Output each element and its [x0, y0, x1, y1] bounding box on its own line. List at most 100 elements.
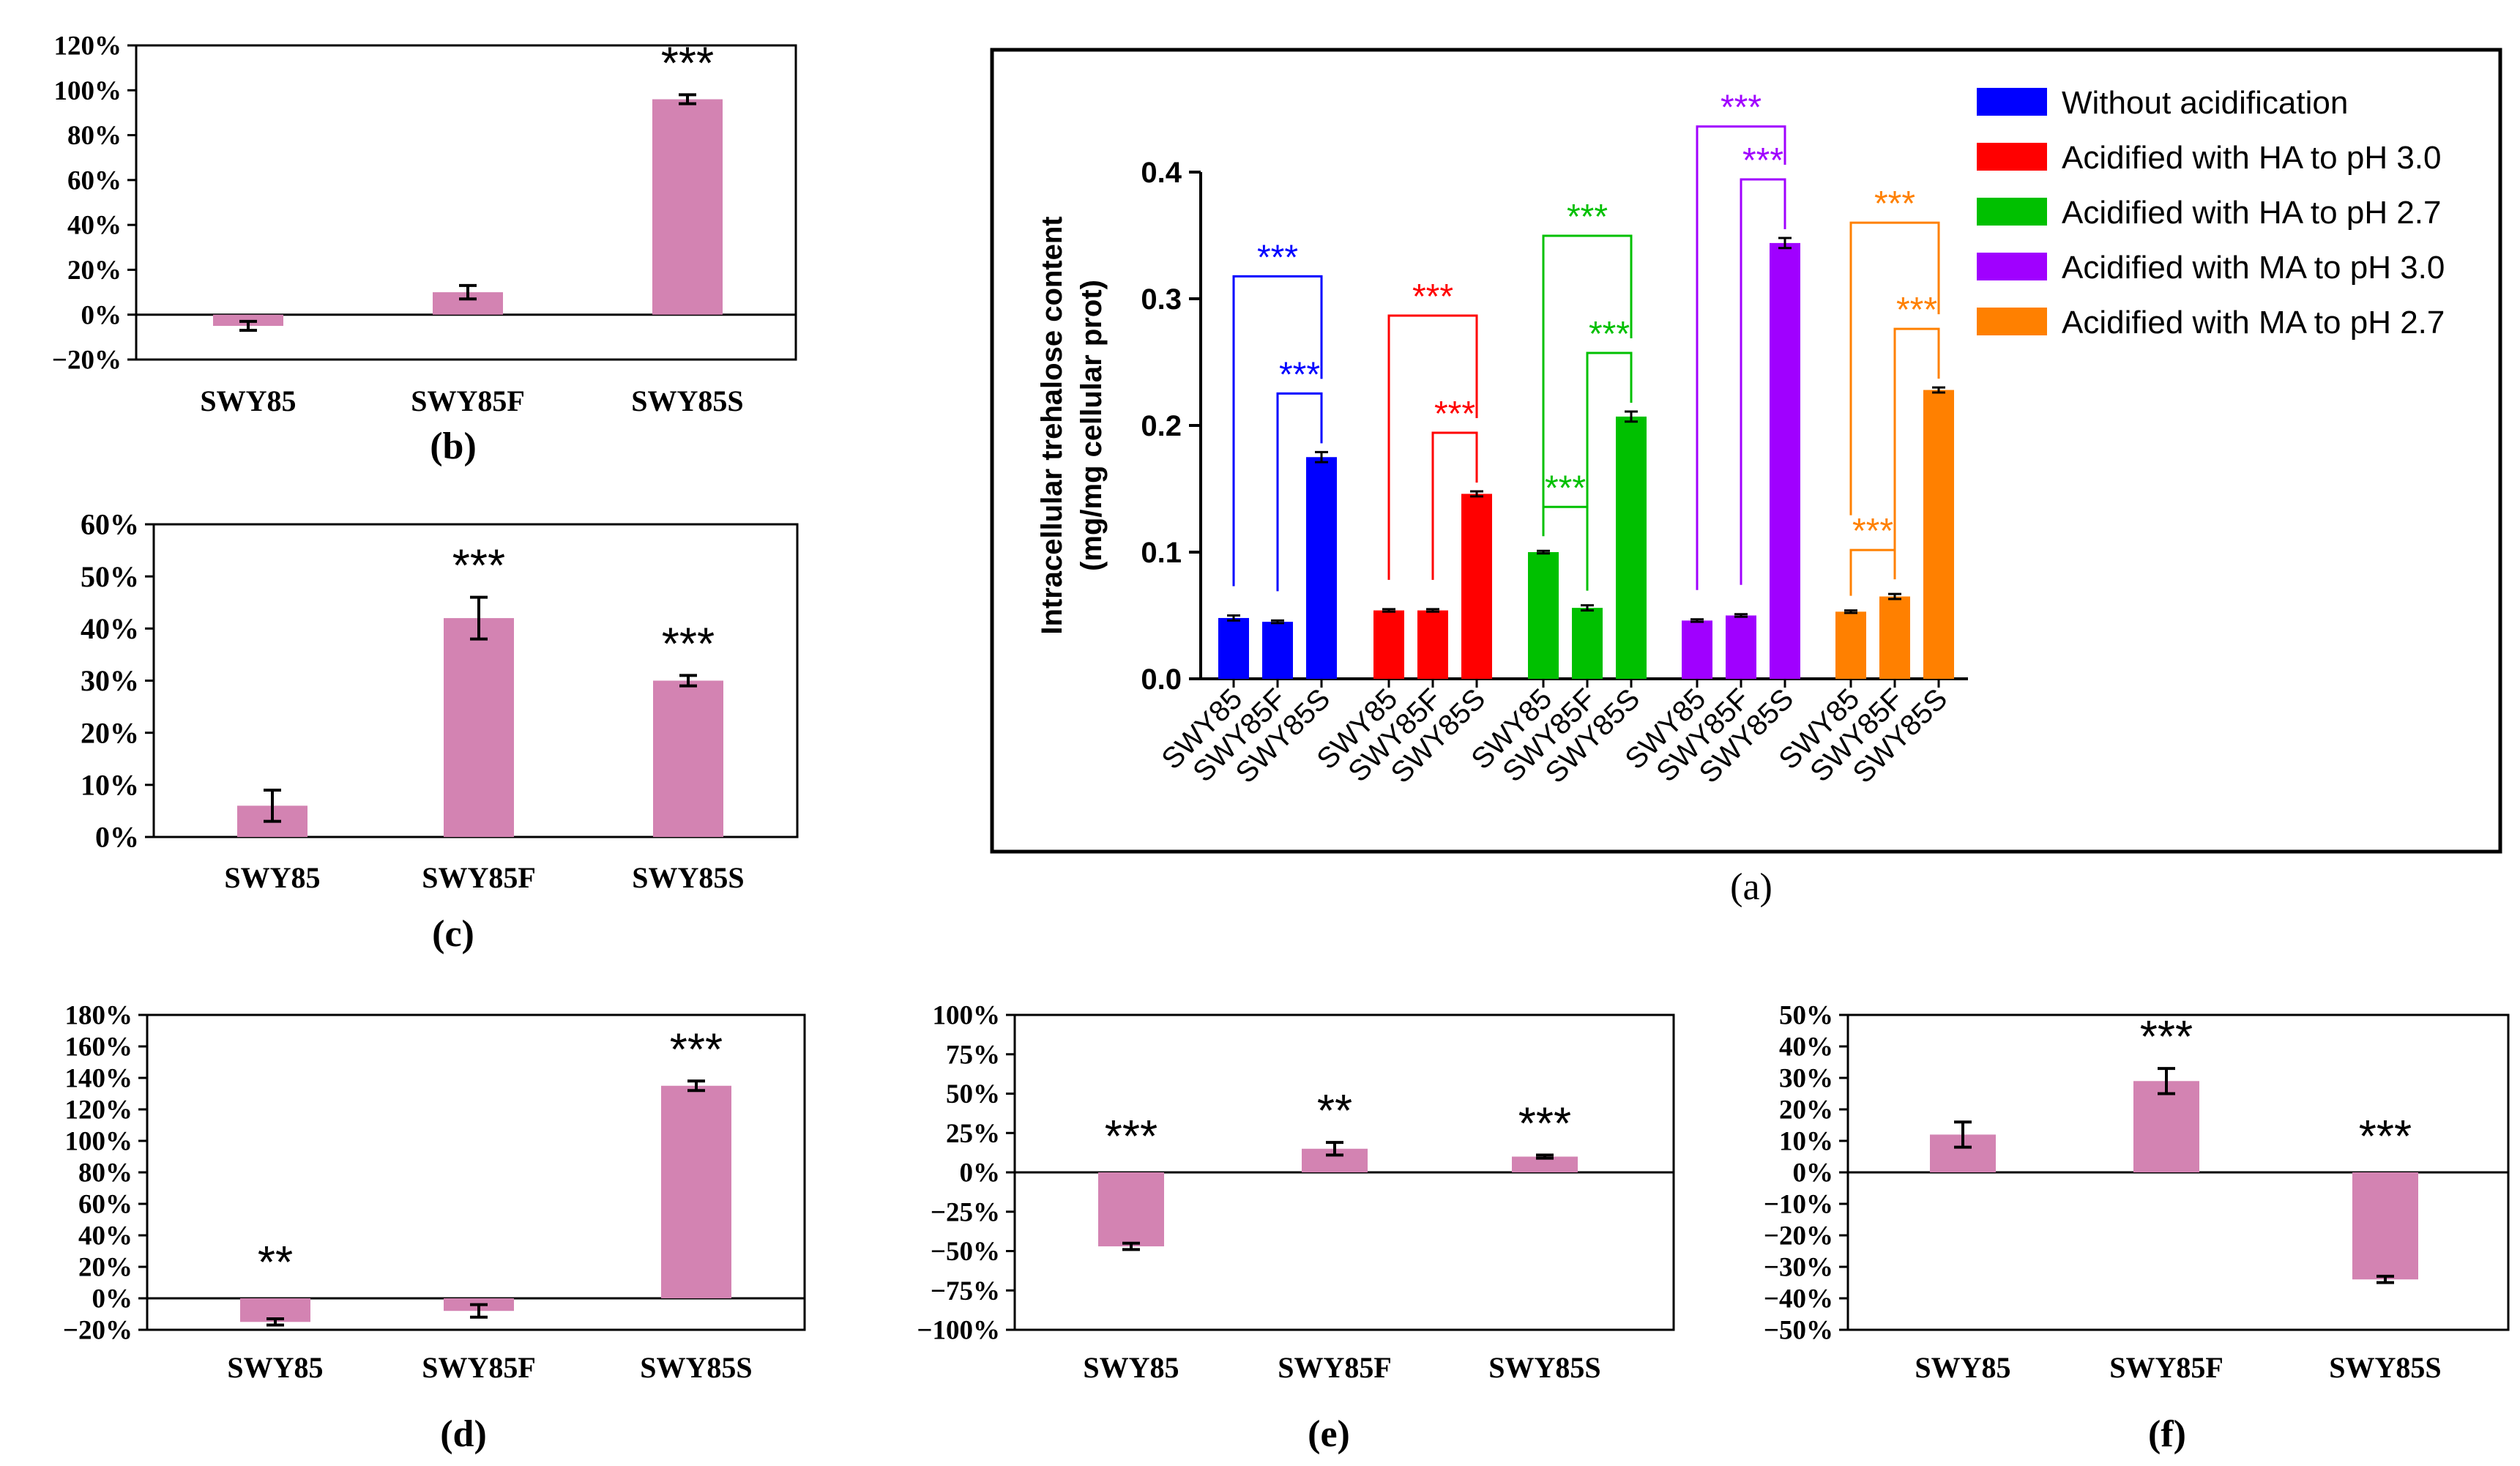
y-tick-label: 40%	[78, 1221, 133, 1251]
significance-label: ***	[2359, 1112, 2412, 1162]
y-tick-label: 100%	[933, 1001, 1001, 1031]
y-tick-label: 0%	[81, 300, 122, 330]
y-tick-label: 30%	[1779, 1064, 1833, 1094]
category-label: SWY85	[1915, 1351, 2010, 1384]
y-tick-label: 0.4	[1141, 157, 1182, 189]
bar	[653, 680, 723, 837]
significance-label: ***	[1545, 469, 1586, 507]
panel-f: −50%−40%−30%−20%−10%0%10%20%30%40%50% SWY…	[1764, 1001, 2510, 1384]
bar	[1461, 494, 1492, 679]
legend-label: Acidified with HA to pH 3.0	[2062, 140, 2441, 176]
y-tick-label: 25%	[946, 1119, 1000, 1149]
y-tick-label: 30%	[81, 664, 139, 697]
significance-bracket	[1849, 221, 1940, 516]
category-label: SWY85S	[632, 861, 744, 894]
y-tick-label: 0%	[960, 1158, 1001, 1188]
legend-swatch	[1977, 88, 2047, 116]
bar	[661, 1085, 731, 1298]
category-label: SWY85	[1083, 1351, 1179, 1384]
y-tick-label: −50%	[1764, 1316, 1833, 1346]
y-tick-label: −10%	[1764, 1190, 1833, 1220]
significance-label: ***	[661, 38, 714, 89]
category-label: SWY85F	[1278, 1351, 1392, 1384]
y-tick-label: 120%	[65, 1095, 133, 1125]
y-tick-label: 60%	[81, 508, 139, 541]
y-tick-label: 60%	[78, 1190, 133, 1220]
significance-label: ***	[662, 619, 715, 669]
category-label: SWY85F	[2109, 1351, 2223, 1384]
y-tick-label: 0%	[1793, 1158, 1834, 1188]
significance-bracket	[1893, 327, 1940, 565]
significance-label: ***	[1721, 89, 1762, 127]
y-tick-label: −75%	[931, 1276, 1000, 1306]
category-label: SWY85F	[422, 861, 536, 894]
y-tick-label: 160%	[65, 1032, 133, 1063]
y-tick-label: 20%	[67, 256, 122, 286]
legend-label: Acidified with MA to pH 3.0	[2062, 250, 2445, 286]
y-tick-label: 10%	[81, 768, 139, 801]
bar	[1616, 416, 1647, 679]
y-tick-label: 40%	[67, 211, 122, 241]
significance-label: ***	[452, 541, 505, 592]
y-tick-label: 0.3	[1141, 283, 1182, 316]
bar	[1306, 457, 1337, 679]
y-tick-label: 180%	[65, 1001, 133, 1031]
significance-label: ***	[1589, 315, 1630, 354]
significance-label: ***	[1742, 141, 1783, 180]
y-tick-label: −50%	[931, 1237, 1000, 1267]
significance-label: ***	[1105, 1112, 1158, 1162]
y-axis-label-line: Intracellular trehalose content	[1036, 216, 1068, 634]
significance-label: ***	[1412, 278, 1453, 316]
bar	[1879, 596, 1910, 679]
panel-c: 0% 10% 20% 30% 40% 50% 60% SWY85 *** SWY85F *** SWY…	[81, 508, 799, 894]
y-tick-label: −20%	[63, 1316, 133, 1346]
y-tick-label: 100%	[54, 76, 122, 106]
category-label: SWY85F	[411, 384, 525, 417]
y-tick-label: 0.0	[1141, 663, 1182, 696]
y-axis-label: Intracellular trehalose content (mg/mg ce…	[1036, 216, 1108, 634]
y-tick-label: −20%	[1764, 1221, 1833, 1251]
y-tick-label: 0.2	[1141, 410, 1182, 442]
caption-b: (b)	[430, 425, 477, 467]
significance-label: **	[1317, 1086, 1352, 1136]
caption-f: (f)	[2148, 1413, 2186, 1455]
category-label: SWY85	[224, 861, 320, 894]
y-tick-label: −40%	[1764, 1284, 1833, 1314]
bar	[652, 99, 723, 315]
y-tick-label: 50%	[1779, 1001, 1833, 1031]
bar	[2133, 1081, 2199, 1172]
y-tick-label: −20%	[52, 346, 122, 376]
y-tick-label: 75%	[946, 1040, 1000, 1070]
bar	[1572, 608, 1603, 679]
y-tick-label: 120%	[54, 31, 122, 62]
y-tick-label: 140%	[65, 1064, 133, 1094]
bar	[1512, 1156, 1578, 1172]
y-tick-label: 50%	[946, 1079, 1000, 1109]
significance-label: ***	[1874, 185, 1915, 223]
y-tick-label: 100%	[65, 1127, 133, 1157]
panel-b: −20% 0% 20% 40% 60% 80% 100% 120% SWY85 SWY85F ***…	[52, 31, 797, 417]
y-tick-label: 40%	[81, 612, 139, 645]
y-tick-label: −30%	[1764, 1253, 1833, 1283]
legend-swatch	[1977, 143, 2047, 171]
caption-a: (a)	[1730, 866, 1772, 908]
category-label: SWY85	[200, 384, 296, 417]
legend-label: Without acidification	[2062, 85, 2348, 121]
significance-label: ***	[1567, 198, 1608, 237]
bar	[1417, 610, 1448, 679]
y-tick-label: 20%	[78, 1253, 133, 1283]
panel-d: −20%0%20%40%60%80%100%120%140%160%180% **…	[63, 1001, 806, 1384]
legend-swatch	[1977, 308, 2047, 335]
significance-bracket	[1586, 351, 1633, 576]
significance-label: ***	[1257, 238, 1298, 277]
bar	[1373, 610, 1404, 679]
y-tick-label: 0%	[92, 1284, 133, 1314]
significance-label: ***	[1279, 355, 1320, 394]
caption-d: (d)	[440, 1413, 487, 1455]
significance-label: ***	[2140, 1012, 2193, 1063]
y-tick-label: 50%	[81, 560, 139, 593]
legend-label: Acidified with HA to pH 2.7	[2062, 195, 2441, 231]
significance-bracket	[1696, 125, 1786, 590]
y-tick-label: 20%	[81, 716, 139, 749]
